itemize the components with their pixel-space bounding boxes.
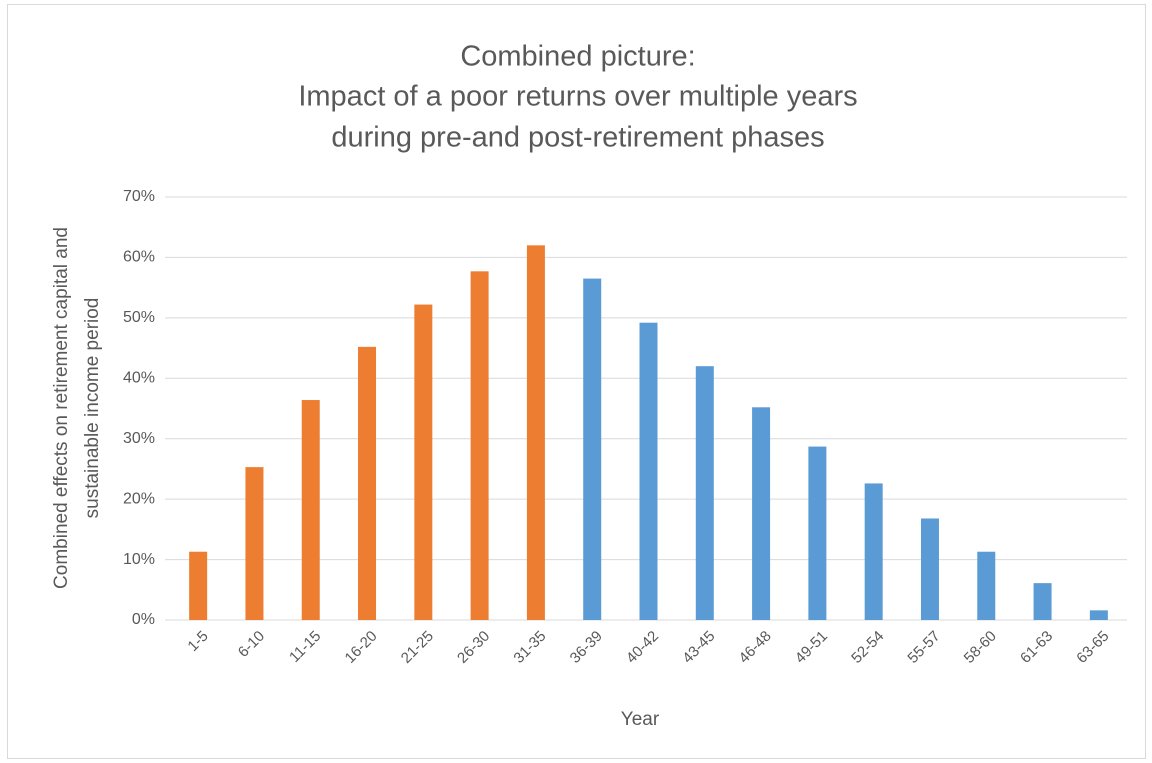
bar	[639, 322, 658, 620]
bar	[358, 346, 377, 620]
bar	[752, 407, 771, 620]
bar	[808, 446, 827, 620]
bar	[301, 400, 320, 620]
y-tick-label: 20%	[123, 490, 155, 507]
y-tick-label: 0%	[132, 611, 155, 628]
bar	[470, 271, 489, 620]
chart-title: Impact of a poor returns over multiple y…	[298, 81, 857, 113]
bar	[695, 366, 714, 620]
y-tick-label: 60%	[123, 249, 155, 266]
x-axis-title: Year	[621, 709, 660, 730]
bar	[920, 518, 939, 620]
bar	[1033, 583, 1052, 620]
chart-title: during pre-and post-retirement phases	[331, 122, 824, 154]
y-tick-label: 40%	[123, 370, 155, 387]
bar	[1089, 610, 1108, 620]
y-tick-label: 50%	[123, 309, 155, 326]
bar	[526, 245, 545, 621]
bar	[189, 551, 208, 620]
bar	[977, 551, 996, 620]
y-axis-title: Combined effects on retirement capital a…	[51, 227, 72, 589]
bar	[864, 483, 883, 620]
bar	[245, 467, 264, 620]
bar	[583, 278, 602, 620]
y-tick-label: 70%	[123, 188, 155, 205]
chart-border	[7, 4, 1146, 759]
y-axis-title: sustainable income period	[82, 298, 103, 519]
bar	[414, 304, 433, 620]
chart-title: Combined picture:	[460, 41, 695, 73]
y-tick-label: 30%	[123, 430, 155, 447]
y-tick-label: 10%	[123, 551, 155, 568]
